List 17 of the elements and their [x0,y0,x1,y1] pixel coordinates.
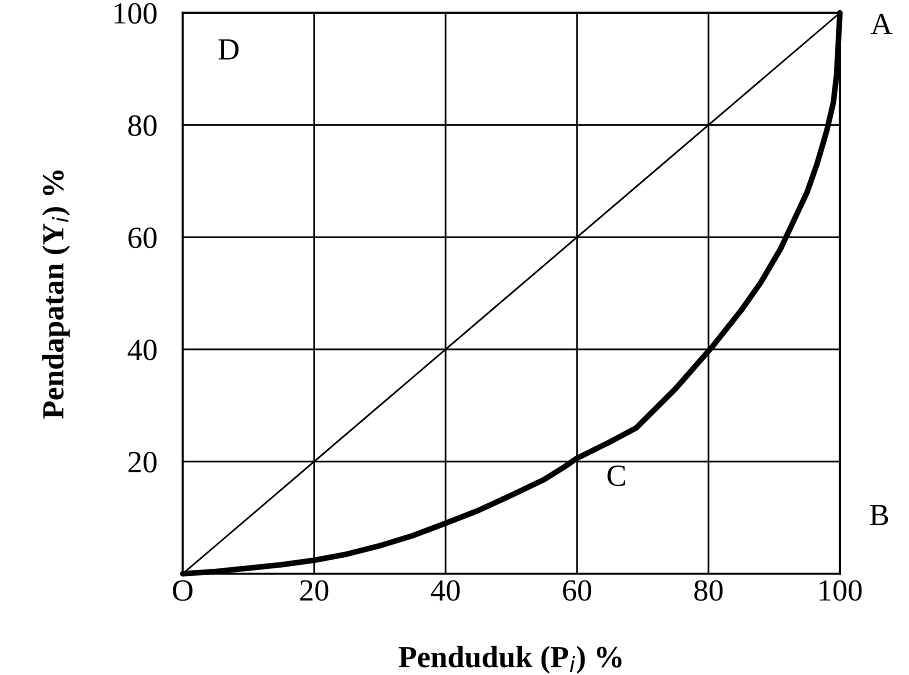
y-tick-label: 80 [128,115,157,136]
y-tick-label: 60 [128,227,157,248]
x-tick-label: 40 [430,580,460,601]
y-tick-label: 100 [114,3,157,24]
y-tick-label: 20 [128,452,157,472]
annotation: D [218,39,239,60]
x-tick-label: 100 [820,580,862,601]
x-axis-title: Penduduk (P$_{i}$) % [398,646,622,674]
y-tick-label: 40 [128,340,157,360]
y-axis-title: Pendapatan (Y$_{i}$) % [42,170,70,419]
x-tick-label: O [172,580,192,601]
x-tick-label: 60 [563,580,592,601]
text: B [870,504,888,526]
annotation: A [870,14,892,34]
annotation: C [608,466,625,486]
x-tick-label: 80 [694,580,723,601]
x-tick-label: 20 [300,580,328,601]
